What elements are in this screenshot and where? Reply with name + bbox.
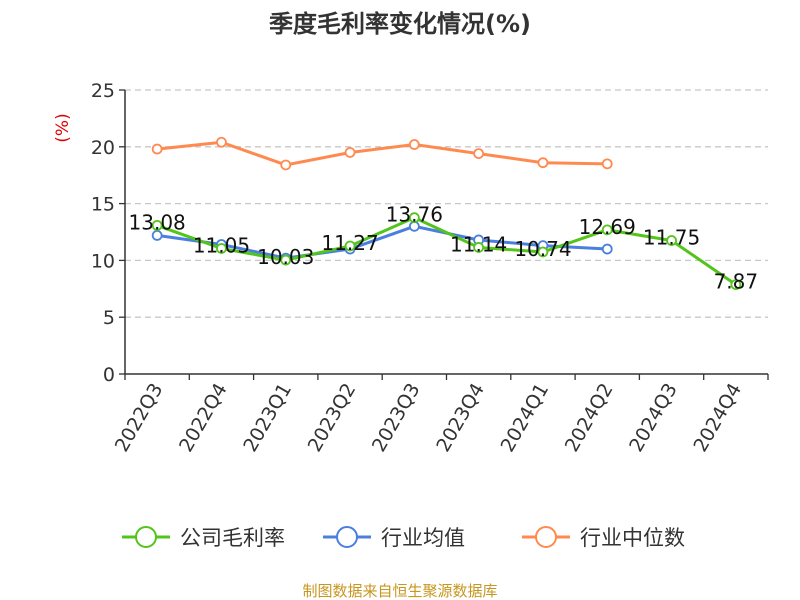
data-point[interactable] xyxy=(280,254,292,266)
data-point[interactable] xyxy=(216,243,227,254)
data-label: 11.14 xyxy=(450,232,507,256)
data-point[interactable] xyxy=(473,242,485,253)
data-label: 13.08 xyxy=(129,210,186,234)
y-tick-label: 5 xyxy=(103,307,115,329)
x-tick-label: 2024Q2 xyxy=(561,380,618,456)
x-tick-label: 2022Q4 xyxy=(175,380,232,456)
data-point[interactable] xyxy=(537,157,549,169)
x-tick-label: 2024Q4 xyxy=(689,380,746,456)
data-point[interactable] xyxy=(537,246,549,258)
legend-label: 行业中位数 xyxy=(580,526,685,550)
legend-label: 公司毛利率 xyxy=(180,526,285,550)
data-point[interactable] xyxy=(601,224,613,236)
data-point[interactable] xyxy=(408,212,420,224)
legend-marker-icon xyxy=(336,526,358,548)
legend-marker-icon xyxy=(135,526,157,548)
x-tick-label: 2022Q3 xyxy=(111,380,168,456)
legend-marker-icon xyxy=(535,526,557,548)
y-tick-label: 10 xyxy=(91,250,115,272)
legend-item-2[interactable]: 行业中位数 xyxy=(522,526,685,550)
y-tick-label: 0 xyxy=(103,364,115,386)
x-tick-label: 2024Q1 xyxy=(497,380,554,456)
source-note: 制图数据来自恒生聚源数据库 xyxy=(302,582,497,600)
legend-item-0[interactable]: 公司毛利率 xyxy=(122,526,285,550)
series-line xyxy=(156,216,737,286)
data-label: 11.75 xyxy=(643,226,700,250)
series-2 xyxy=(151,136,613,171)
x-tick-label: 2023Q4 xyxy=(432,380,489,456)
data-point[interactable] xyxy=(344,240,356,252)
data-label: 7.87 xyxy=(714,270,759,294)
data-point[interactable] xyxy=(730,279,742,290)
y-tick-label: 15 xyxy=(91,194,115,216)
data-point[interactable] xyxy=(216,136,227,148)
series-line xyxy=(156,224,608,260)
x-tick-label: 2023Q2 xyxy=(304,380,361,456)
series-line xyxy=(156,140,608,167)
data-label: 13.76 xyxy=(386,203,443,227)
data-label: 12.69 xyxy=(579,215,636,239)
x-tick-label: 2024Q3 xyxy=(625,380,682,456)
x-tick-label: 2023Q1 xyxy=(239,380,296,456)
data-point[interactable] xyxy=(151,220,163,231)
data-label: 11.05 xyxy=(193,233,250,257)
x-tick-label: 2023Q3 xyxy=(368,380,425,456)
data-point[interactable] xyxy=(666,235,677,246)
data-point[interactable] xyxy=(601,158,613,170)
y-axis-label: (%) xyxy=(53,113,73,142)
legend-item-1[interactable]: 行业均值 xyxy=(323,526,465,550)
data-label: 10.03 xyxy=(257,245,314,269)
legend-label: 行业均值 xyxy=(381,526,465,550)
data-point[interactable] xyxy=(473,148,485,160)
chart-title: 季度毛利率变化情况(%) xyxy=(269,10,531,38)
data-label: 11.27 xyxy=(321,231,378,255)
y-tick-label: 25 xyxy=(91,80,115,102)
data-point[interactable] xyxy=(280,159,292,171)
data-label: 10.74 xyxy=(514,237,571,261)
y-tick-label: 20 xyxy=(91,137,115,159)
data-point[interactable] xyxy=(344,147,356,158)
series-0 xyxy=(151,212,742,290)
data-point[interactable] xyxy=(151,230,163,241)
data-point[interactable] xyxy=(408,139,420,150)
data-point[interactable] xyxy=(601,243,613,255)
data-point[interactable] xyxy=(151,143,163,155)
